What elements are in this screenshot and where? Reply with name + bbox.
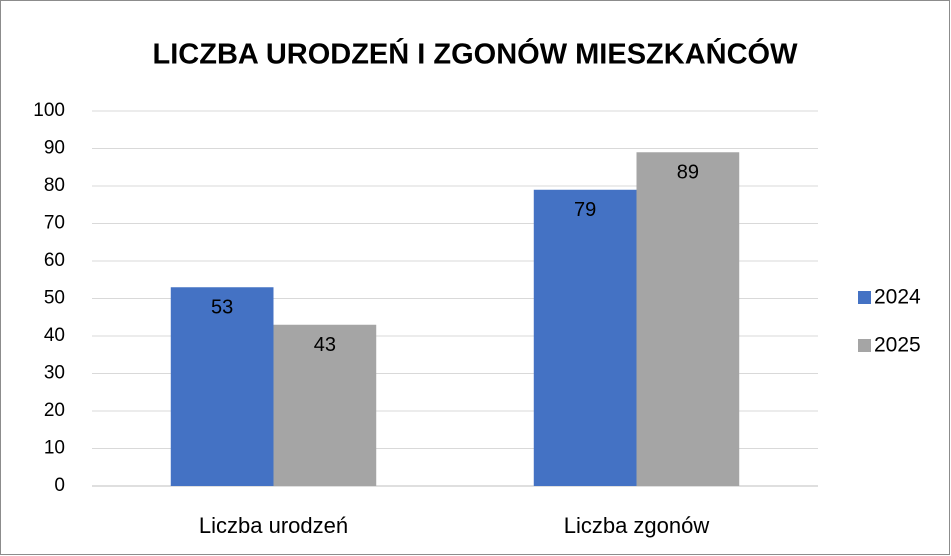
data-label: 53 — [211, 297, 233, 319]
y-tick-label: 40 — [44, 325, 65, 346]
y-tick-label: 0 — [54, 475, 65, 496]
y-tick-label: 30 — [44, 363, 65, 384]
bar — [533, 189, 637, 486]
bar — [170, 287, 274, 486]
bar — [636, 152, 740, 486]
data-label: 79 — [574, 199, 596, 221]
y-tick-label: 20 — [44, 400, 65, 421]
y-tick-label: 10 — [44, 438, 65, 459]
y-tick-label: 80 — [44, 175, 65, 196]
y-tick-label: 90 — [44, 138, 65, 159]
x-tick-label: Liczba urodzeń — [199, 513, 348, 538]
legend-swatch — [858, 291, 871, 304]
bar — [273, 324, 377, 486]
data-label: 43 — [314, 334, 336, 356]
legend-label: 2024 — [874, 286, 921, 309]
y-tick-label: 100 — [33, 100, 65, 121]
x-tick-label: Liczba zgonów — [564, 513, 710, 538]
legend-label: 2025 — [874, 334, 921, 357]
data-label: 89 — [677, 162, 699, 184]
chart-title: LICZBA URODZEŃ I ZGONÓW MIESZKAŃCÓW — [153, 37, 799, 71]
y-tick-label: 60 — [44, 250, 65, 271]
y-tick-label: 70 — [44, 213, 65, 234]
y-tick-label: 50 — [44, 288, 65, 309]
legend-swatch — [858, 339, 871, 352]
